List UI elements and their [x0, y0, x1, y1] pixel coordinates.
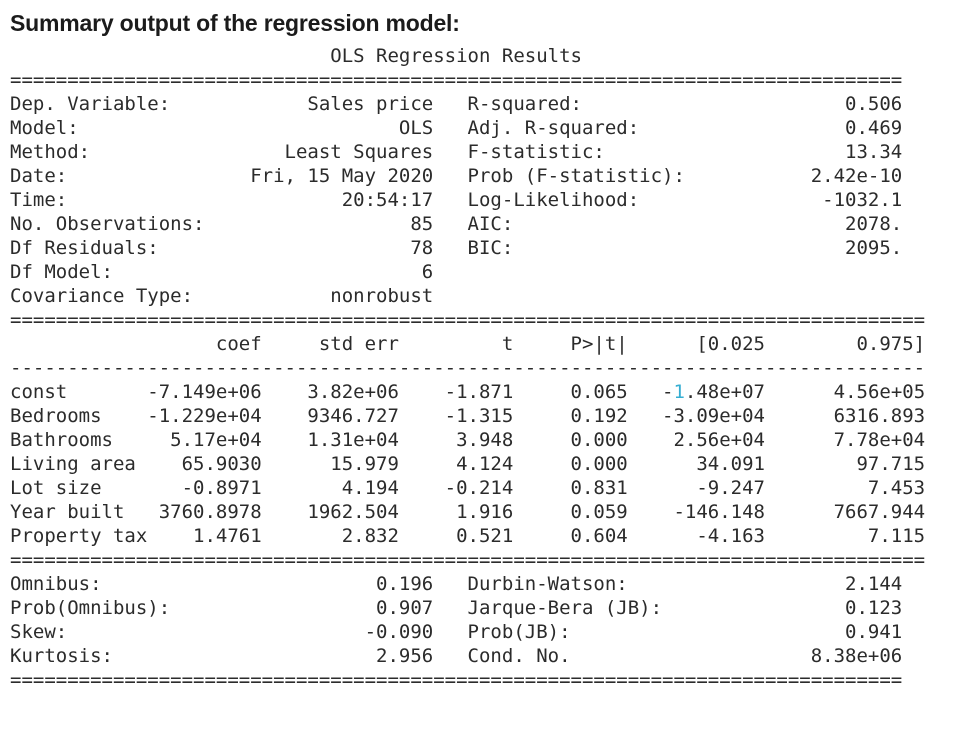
- coef-row-line: const -7.149e+06 3.82e+06 -1.871 0.065 -…: [10, 381, 926, 403]
- diag-line: Omnibus: 0.196 Durbin-Watson: 2.144: [10, 573, 903, 595]
- ols-summary-output: OLS Regression Results ==================…: [10, 44, 965, 692]
- coef-row-line: Property tax 1.4761 2.832 0.521 0.604 -4…: [10, 525, 926, 547]
- separator-line: ========================================…: [10, 549, 926, 571]
- separator-line: ========================================…: [10, 669, 903, 691]
- coef-row-line: Bathrooms 5.17e+04 1.31e+04 3.948 0.000 …: [10, 429, 926, 451]
- info-line: Dep. Variable: Sales price R-squared: 0.…: [10, 93, 903, 115]
- info-line: Method: Least Squares F-statistic: 13.34: [10, 141, 903, 163]
- info-line: Df Residuals: 78 BIC: 2095.: [10, 237, 903, 259]
- coef-row-line: Bedrooms -1.229e+04 9346.727 -1.315 0.19…: [10, 405, 926, 427]
- info-line: Covariance Type: nonrobust: [10, 285, 434, 307]
- separator-line: ========================================…: [10, 309, 926, 331]
- coef-row-line: Living area 65.9030 15.979 4.124 0.000 3…: [10, 453, 926, 475]
- info-line: Df Model: 6: [10, 261, 434, 283]
- artifact-colored-digit: 1: [673, 381, 685, 403]
- info-line: Time: 20:54:17 Log-Likelihood: -1032.1: [10, 189, 903, 211]
- diag-line: Skew: -0.090 Prob(JB): 0.941: [10, 621, 903, 643]
- separator-line: ========================================…: [10, 69, 903, 91]
- diag-line: Prob(Omnibus): 0.907 Jarque-Bera (JB): 0…: [10, 597, 903, 619]
- coef-row-line: Year built 3760.8978 1962.504 1.916 0.05…: [10, 501, 926, 523]
- page-title: Summary output of the regression model:: [10, 10, 460, 36]
- coef-header-line: coef std err t P>|t| [0.025 0.975]: [10, 333, 926, 355]
- diag-line: Kurtosis: 2.956 Cond. No. 8.38e+06: [10, 645, 903, 667]
- separator-line: ----------------------------------------…: [10, 357, 926, 379]
- info-line: Model: OLS Adj. R-squared: 0.469: [10, 117, 903, 139]
- coef-row-line: Lot size -0.8971 4.194 -0.214 0.831 -9.2…: [10, 477, 926, 499]
- info-line: Date: Fri, 15 May 2020 Prob (F-statistic…: [10, 165, 903, 187]
- info-line: No. Observations: 85 AIC: 2078.: [10, 213, 903, 235]
- summary-title-line: OLS Regression Results: [10, 45, 582, 67]
- document-page: Summary output of the regression model: …: [10, 10, 965, 692]
